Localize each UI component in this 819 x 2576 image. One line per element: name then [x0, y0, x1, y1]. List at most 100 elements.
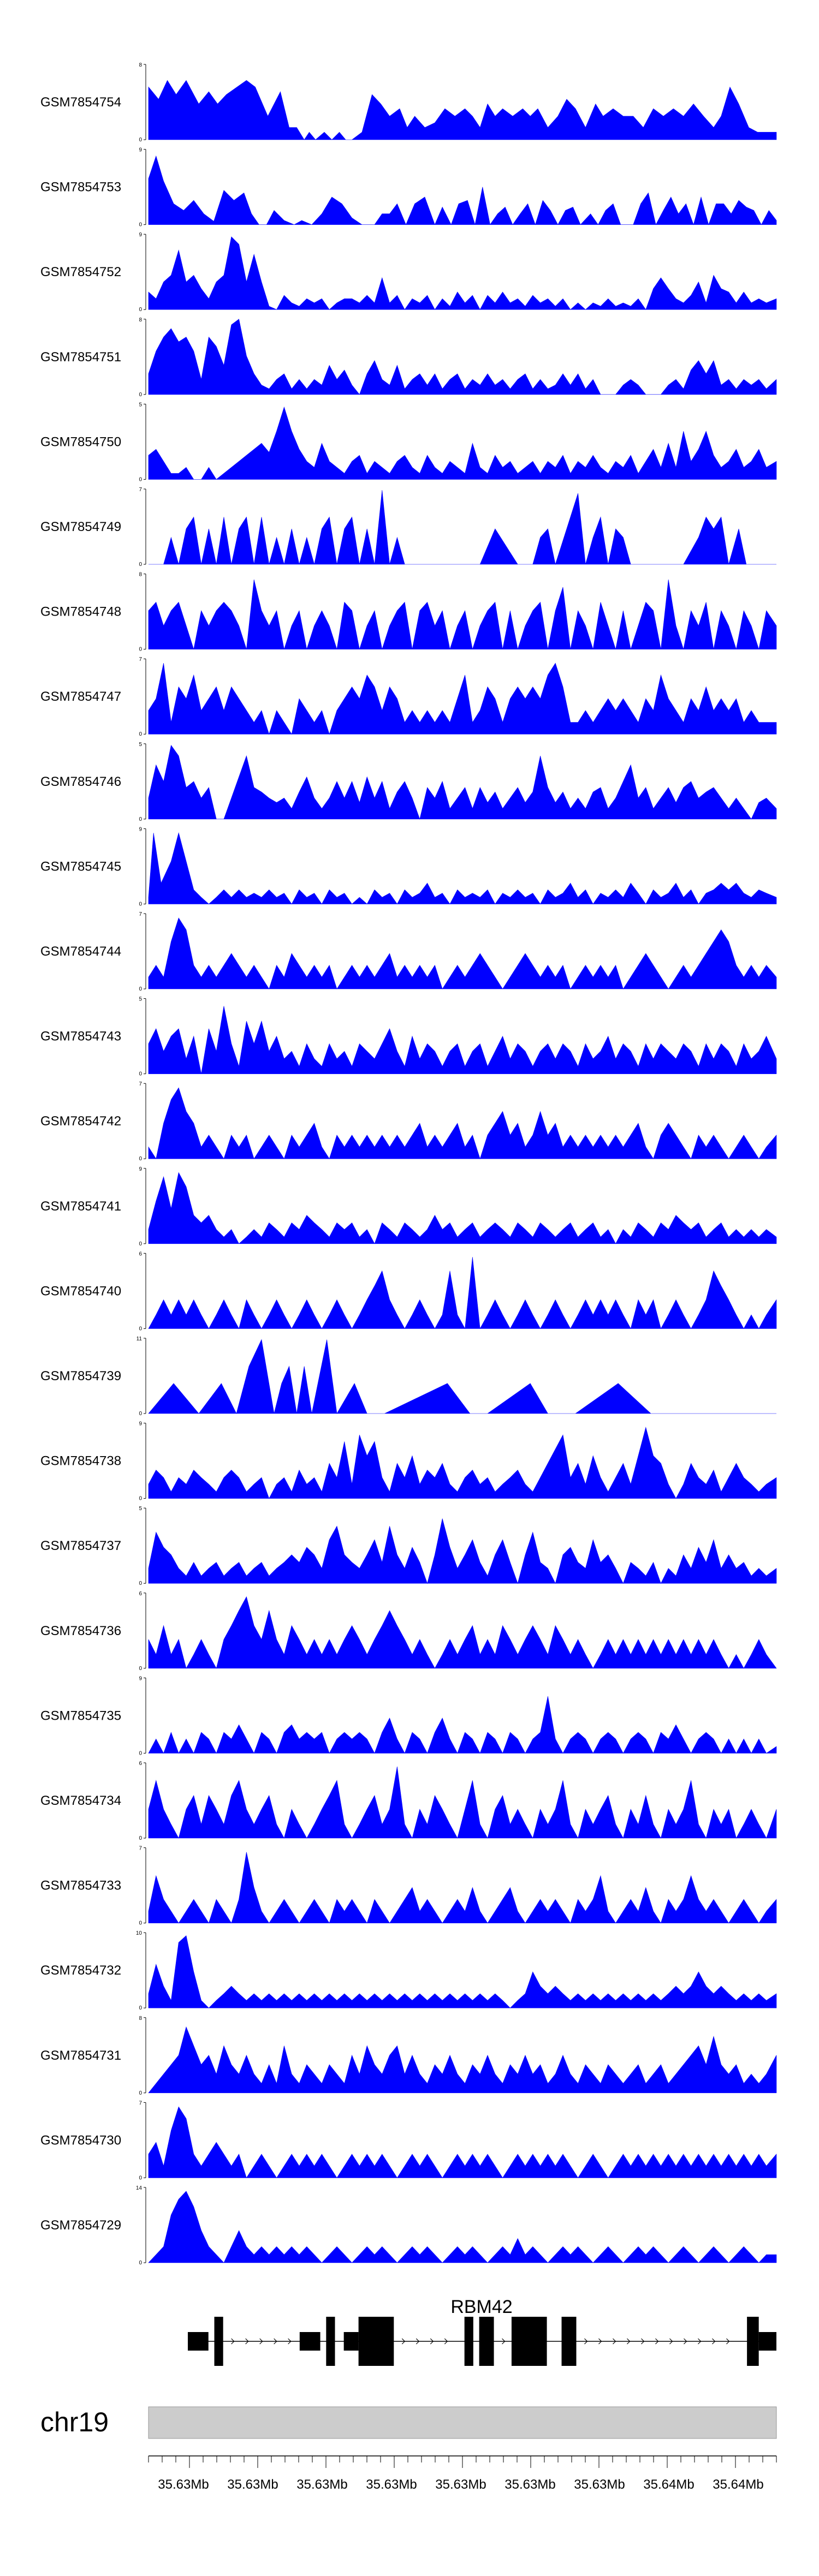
- track: GSM7854752 9 0: [40, 232, 777, 313]
- track: GSM7854730 7 0: [40, 2100, 777, 2181]
- coverage-area: [148, 744, 777, 820]
- coverage-area: [148, 80, 777, 140]
- coverage-tracks: GSM785475480GSM785475390GSM785475290GSM7…: [40, 62, 777, 2266]
- track-label: GSM7854730: [40, 2133, 121, 2148]
- y-tick-label-min: 0: [139, 2175, 142, 2181]
- track: GSM7854744 7 0: [40, 911, 777, 992]
- y-tick-label-min: 0: [139, 731, 142, 737]
- track-label: GSM7854732: [40, 1963, 121, 1978]
- y-tick-label-min: 0: [139, 476, 142, 482]
- track-label: GSM7854744: [40, 944, 121, 959]
- axis-tick-label: 35.63Mb: [435, 2477, 486, 2492]
- strand-arrow: [684, 2338, 687, 2345]
- exon: [299, 2332, 321, 2351]
- y-tick-label-min: 0: [139, 986, 142, 992]
- strand-arrow: [598, 2338, 602, 2345]
- track: GSM7854738 9 0: [40, 1421, 777, 1502]
- strand-arrow: [401, 2338, 406, 2345]
- coverage-area: [148, 832, 777, 904]
- strand-arrow: [655, 2338, 659, 2345]
- y-tick-label-min: 0: [139, 1156, 142, 1162]
- y-tick-label-max: 14: [136, 2185, 143, 2191]
- axis-tick-label: 35.63Mb: [366, 2477, 417, 2492]
- track-label: GSM7854740: [40, 1284, 121, 1298]
- y-tick-label-max: 5: [139, 742, 142, 748]
- track: GSM7854733 7 0: [40, 1846, 777, 1927]
- track-label: GSM7854747: [40, 689, 121, 704]
- track: GSM7854740 6 0: [40, 1251, 777, 1332]
- track-label: GSM7854745: [40, 859, 121, 874]
- track-label: GSM7854738: [40, 1454, 121, 1469]
- axis-ticks: [148, 2456, 777, 2468]
- y-tick-label-min: 0: [139, 647, 142, 653]
- exon: [343, 2332, 359, 2351]
- y-tick-label-max: 8: [139, 572, 142, 578]
- y-tick-label-min: 0: [139, 2260, 142, 2266]
- y-tick-label-min: 0: [139, 222, 142, 228]
- y-tick-label-min: 0: [139, 901, 142, 907]
- exon: [214, 2317, 223, 2366]
- y-tick-label-min: 0: [139, 1071, 142, 1077]
- ideogram-track: chr19: [40, 2406, 777, 2439]
- track: GSM7854742 7 0: [40, 1081, 777, 1162]
- track: GSM7854743 5 0: [40, 997, 777, 1077]
- strand-arrow: [430, 2338, 434, 2345]
- y-tick-label-max: 9: [139, 147, 142, 153]
- track: GSM7854751 8 0: [40, 317, 777, 398]
- axis-tick-label: 35.63Mb: [296, 2477, 347, 2492]
- track: GSM7854750 5 0: [40, 402, 777, 482]
- track: GSM7854734 6 0: [40, 1761, 777, 1841]
- strand-arrow: [698, 2338, 702, 2345]
- y-tick-label-max: 7: [139, 1846, 142, 1852]
- y-tick-label-max: 5: [139, 997, 142, 1003]
- axis-tick-label: 35.63Mb: [574, 2477, 625, 2492]
- track-label: GSM7854754: [40, 95, 121, 110]
- track-label: GSM7854743: [40, 1029, 121, 1044]
- track: GSM7854754 8 0: [40, 62, 777, 143]
- track: GSM7854729 14 0: [40, 2185, 777, 2266]
- track-label: GSM7854741: [40, 1199, 121, 1214]
- strand-arrow: [712, 2338, 716, 2345]
- track: GSM7854746 5 0: [40, 742, 777, 822]
- chromosome-label: chr19: [40, 2407, 109, 2437]
- axis-tick-label: 35.63Mb: [227, 2477, 278, 2492]
- y-tick-label-min: 0: [139, 137, 142, 143]
- track-label: GSM7854729: [40, 2218, 121, 2233]
- y-tick-label-max: 5: [139, 1506, 142, 1512]
- gene-label: RBM42: [450, 2297, 512, 2317]
- gene-model: [188, 2317, 776, 2366]
- y-tick-label-max: 7: [139, 657, 142, 663]
- exon: [479, 2317, 494, 2366]
- coverage-area: [149, 490, 776, 565]
- gene-track: RBM42: [188, 2297, 776, 2366]
- y-tick-label-max: 10: [136, 1930, 143, 1936]
- strand-arrow: [416, 2338, 420, 2345]
- y-tick-label-min: 0: [139, 1921, 142, 1927]
- track: GSM7854732 10 0: [40, 1930, 777, 2011]
- coverage-area: [148, 663, 777, 735]
- coverage-area: [148, 579, 777, 649]
- track-label: GSM7854733: [40, 1879, 121, 1893]
- genome-axis: 35.63Mb 35.63Mb 35.63Mb 35.63Mb 35.63Mb 35.63…: [148, 2455, 777, 2492]
- exon: [758, 2332, 776, 2351]
- track-label: GSM7854746: [40, 774, 121, 789]
- exon: [464, 2317, 473, 2366]
- y-tick-label-max: 7: [139, 1081, 142, 1087]
- coverage-area: [148, 2026, 777, 2094]
- track-label: GSM7854749: [40, 520, 121, 534]
- y-tick-label-max: 9: [139, 1421, 142, 1427]
- track-label: GSM7854752: [40, 265, 121, 279]
- y-tick-label-max: 9: [139, 1675, 142, 1681]
- coverage-area: [148, 1935, 777, 2008]
- exon: [326, 2317, 335, 2366]
- track-label: GSM7854751: [40, 350, 121, 365]
- strand-arrow: [288, 2338, 292, 2345]
- y-tick-label-max: 5: [139, 402, 142, 408]
- track-label: GSM7854737: [40, 1539, 121, 1553]
- strand-arrow: [444, 2338, 448, 2345]
- track: GSM7854736 6 0: [40, 1591, 777, 1672]
- exon: [358, 2317, 394, 2366]
- y-tick-label-min: 0: [139, 1241, 142, 1247]
- y-tick-label-max: 7: [139, 2100, 142, 2106]
- track: GSM7854747 7 0: [40, 657, 777, 737]
